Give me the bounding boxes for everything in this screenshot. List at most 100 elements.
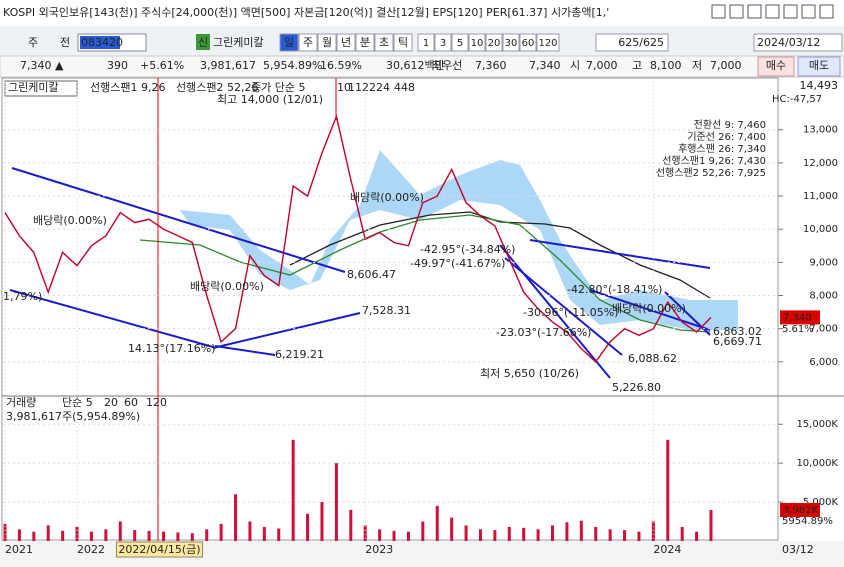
volume-bar [147, 530, 151, 541]
last-volume-box [780, 503, 820, 518]
market-select[interactable]: 주 [28, 36, 38, 49]
quote-best: 최우선 [432, 59, 462, 72]
volume-bar [176, 532, 180, 541]
volume-bar [234, 494, 238, 541]
period-label[interactable]: 년 [341, 36, 351, 49]
prev-button[interactable]: 전 [60, 36, 70, 49]
sin-label: 신 [198, 36, 208, 49]
period-label[interactable]: 일 [284, 35, 294, 49]
interval-button[interactable] [468, 33, 486, 52]
quote-amount: 30,612백만 [386, 59, 445, 72]
interval-button[interactable] [434, 33, 452, 52]
interval-button[interactable] [417, 33, 435, 52]
annotation: 최저 5,650 (10/26) [480, 367, 579, 380]
quote-volume: 3,981,617 [200, 59, 256, 72]
volume-bar [551, 525, 555, 541]
volume-bar [320, 502, 324, 541]
trendlines [9, 167, 711, 379]
interval-button[interactable] [451, 33, 469, 52]
interval-button[interactable] [502, 33, 520, 52]
window-icon[interactable] [765, 4, 780, 19]
period-label[interactable]: 월 [322, 36, 332, 49]
y-tick-label: 15,000K [796, 419, 838, 430]
period-label[interactable]: 틱 [398, 36, 408, 49]
interval-label[interactable]: 3 [440, 38, 446, 49]
x-tick-label: 03/12 [782, 543, 814, 556]
interval-button[interactable] [519, 33, 537, 52]
period-button[interactable] [355, 33, 375, 52]
code-text[interactable]: 083420 [81, 36, 123, 49]
interval-label[interactable]: 5 [457, 38, 463, 49]
volume-bar [334, 463, 338, 541]
buy-label[interactable]: 매수 [766, 59, 786, 72]
volume-bar [89, 531, 93, 541]
interval-label[interactable]: 60 [522, 38, 535, 49]
window-icon[interactable] [819, 4, 834, 19]
interval-label[interactable]: 120 [538, 38, 557, 49]
annotation: 최고 14,000 (12/01) [217, 93, 323, 106]
buy-button[interactable] [757, 56, 795, 77]
axis-top-label: 14,493 [800, 79, 839, 92]
interval-button[interactable] [536, 33, 560, 52]
window-icon[interactable] [711, 4, 726, 19]
period-label[interactable]: 분 [360, 36, 370, 49]
volume-bar [277, 528, 281, 541]
legend-entry: 종가 단순 5 [251, 81, 305, 94]
period-button[interactable] [393, 33, 413, 52]
sell-label[interactable]: 매도 [809, 59, 829, 72]
quote-bg [0, 55, 844, 78]
annotation: 14.13°(17.16%) [128, 342, 216, 355]
interval-label[interactable]: 30 [505, 38, 518, 49]
x-tick-label: 2022 [77, 543, 105, 556]
volume-bar [190, 533, 194, 541]
annotation: -49.97°(-41.67%) [410, 257, 505, 270]
interval-label[interactable]: 1 [423, 38, 429, 49]
interval-button[interactable] [485, 33, 503, 52]
window-icon[interactable] [747, 4, 762, 19]
volume-bar [695, 531, 699, 541]
period-label[interactable]: 주 [303, 36, 313, 49]
x-tick-label: 2023 [365, 543, 393, 556]
legend-entry: 20 [104, 396, 118, 409]
trendline [504, 257, 623, 356]
window-icon[interactable] [729, 4, 744, 19]
quote-price: 7,340 ▲ [20, 59, 64, 72]
interval-label[interactable]: 10 [471, 38, 484, 49]
volume-bar [522, 527, 526, 541]
quote-ask: 7,360 [475, 59, 507, 72]
period-button[interactable] [374, 33, 394, 52]
indicator-label: 전환선 9: 7,460 [694, 119, 766, 131]
volume-bar [349, 509, 353, 541]
period-button[interactable] [279, 33, 299, 52]
sell-button[interactable] [797, 56, 841, 77]
window-icon[interactable] [801, 4, 816, 19]
volume-bar [17, 529, 21, 541]
quote-low: 7,000 [710, 59, 742, 72]
y-tick-label: 6,000 [809, 357, 838, 368]
volume-bar [651, 521, 655, 541]
volume-bar [435, 505, 439, 541]
period-button[interactable] [336, 33, 356, 52]
y-tick-label: 13,000 [803, 125, 838, 136]
annotation: -42.95°(-34.84%) [420, 243, 515, 256]
date-box[interactable] [753, 33, 843, 52]
trendline [11, 167, 346, 273]
period-button[interactable] [298, 33, 318, 52]
annotation: 배당락(0.00%) [350, 191, 424, 204]
quote-rate: +5.61% [140, 59, 184, 72]
volume-bar [493, 530, 497, 541]
period-button[interactable] [317, 33, 337, 52]
period-label[interactable]: 초 [379, 36, 389, 49]
quote-open: 7,000 [586, 59, 618, 72]
window-icon[interactable] [783, 4, 798, 19]
volume-bar [262, 526, 266, 541]
legend-entry: 60 [124, 396, 138, 409]
volume-bar [291, 439, 295, 541]
interval-label[interactable]: 20 [488, 38, 501, 49]
volume-bar [565, 522, 569, 541]
y-tick-label: 7,000 [809, 324, 838, 335]
date-input[interactable]: 2024/03/12 [757, 36, 820, 49]
crosshair-date-box [115, 541, 203, 558]
code-highlight [80, 36, 120, 49]
y-tick-label: 5,000K [803, 497, 839, 508]
